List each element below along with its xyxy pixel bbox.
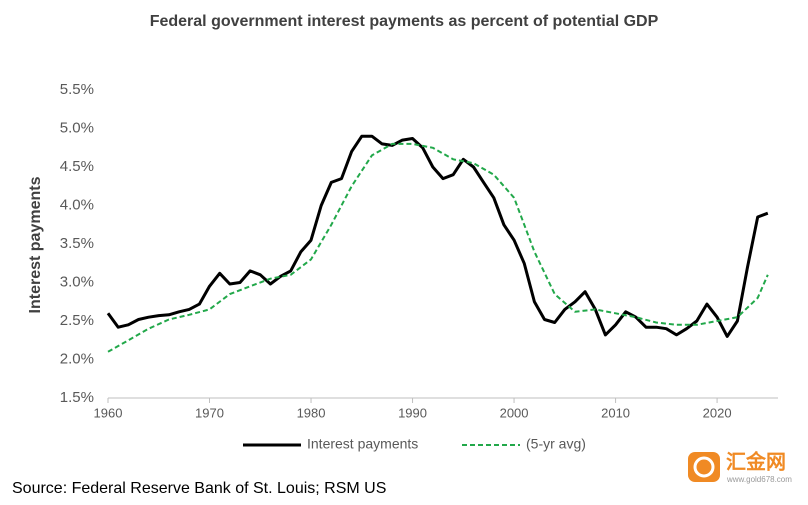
x-tick-label: 2010 [601, 405, 630, 420]
source-note: Source: Federal Reserve Bank of St. Loui… [12, 480, 386, 497]
y-tick-label: 2.0% [60, 350, 94, 367]
x-tick-label: 2020 [703, 405, 732, 420]
x-tick-label: 1970 [195, 405, 224, 420]
line-series [107, 142, 769, 353]
y-tick-label: 3.0% [60, 273, 94, 290]
watermark-icon [688, 452, 720, 482]
y-tick-label: 2.5% [60, 312, 94, 329]
watermark-icon-ring [693, 456, 715, 478]
watermark-name: 汇金网 [726, 449, 786, 473]
x-tick-label: 1990 [398, 405, 427, 420]
y-tick-label: 4.0% [60, 196, 94, 213]
watermark-url: www.gold678.com [726, 475, 792, 484]
y-tick-label: 4.5% [60, 158, 94, 175]
y-axis-label: Interest payments [27, 176, 44, 313]
chart-title: Federal government interest payments as … [150, 13, 659, 30]
x-tick-label: 2000 [500, 405, 529, 420]
y-tick-label: 1.5% [60, 389, 94, 406]
x-tick-label: 1980 [297, 405, 326, 420]
legend-label: (5-yr avg) [526, 436, 586, 452]
line-series [106, 134, 769, 338]
y-tick-label: 3.5% [60, 235, 94, 252]
x-tick-label: 1960 [94, 405, 123, 420]
y-tick-label: 5.5% [60, 81, 94, 98]
legend-label: Interest payments [307, 436, 418, 452]
y-tick-label: 5.0% [60, 119, 94, 136]
watermark: 汇金网 www.gold678.com [688, 449, 792, 484]
